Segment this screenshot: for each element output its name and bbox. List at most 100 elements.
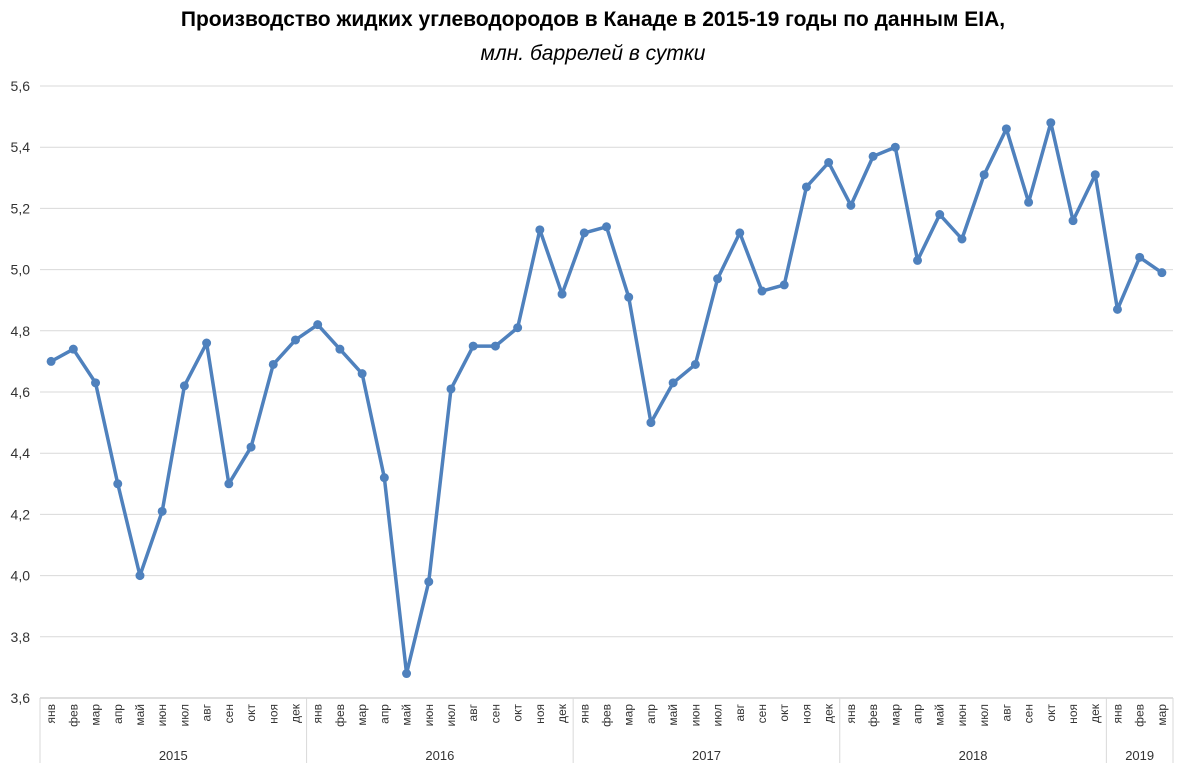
- data-point: [1046, 118, 1056, 128]
- x-tick-label: апр: [644, 704, 658, 724]
- y-tick-label: 4,4: [11, 445, 31, 461]
- x-tick-label: ноя: [1066, 704, 1080, 724]
- data-point: [513, 323, 523, 333]
- y-tick-label: 5,4: [11, 139, 31, 155]
- data-point: [402, 669, 412, 679]
- data-point: [668, 378, 678, 388]
- data-point: [335, 344, 345, 354]
- data-point: [602, 222, 611, 232]
- data-point: [490, 341, 500, 351]
- x-tick-label: сен: [755, 704, 769, 723]
- data-point: [179, 381, 189, 391]
- x-tick-label: ноя: [266, 704, 280, 724]
- x-tick-label: фев: [600, 704, 614, 727]
- data-point: [202, 338, 212, 348]
- data-point: [91, 378, 101, 388]
- data-point: [868, 151, 878, 161]
- x-axis: янв фев мар апр май июн июл авг сен окт ноя дек2015…: [39, 697, 1174, 763]
- year-label: 2015: [159, 748, 188, 763]
- data-point: [890, 142, 900, 152]
- x-tick-label: июн: [955, 704, 969, 726]
- x-tick-label: фев: [333, 704, 347, 727]
- x-tick-label: сен: [222, 704, 236, 723]
- x-tick-label: окт: [511, 704, 525, 722]
- data-point: [313, 320, 323, 330]
- x-tick-label: авг: [999, 703, 1013, 721]
- data-point: [690, 359, 700, 369]
- y-tick-label: 5,6: [11, 78, 31, 94]
- x-tick-label: янв: [577, 704, 591, 724]
- x-tick-label: дек: [555, 703, 569, 723]
- x-tick-label: июл: [177, 704, 191, 726]
- data-point: [935, 210, 945, 220]
- data-point: [535, 225, 545, 235]
- x-tick-label: апр: [111, 704, 125, 724]
- data-point: [224, 479, 234, 489]
- x-tick-label: янв: [44, 704, 58, 724]
- x-tick-label: авг: [733, 703, 747, 721]
- data-point: [290, 335, 300, 345]
- data-point: [579, 228, 589, 238]
- y-tick-label: 4,0: [11, 568, 31, 584]
- data-point: [735, 228, 745, 238]
- y-axis-ticks: 3,6 3,8 4,0 4,2 4,4 4,6 4,8 5,0 5,2 5,4 5,6: [11, 78, 31, 706]
- data-point: [424, 577, 434, 587]
- x-tick-label: авг: [200, 703, 214, 721]
- y-tick-label: 4,8: [11, 323, 31, 339]
- x-tick-label: фев: [66, 704, 80, 727]
- data-point: [1068, 216, 1078, 226]
- year-label: 2018: [959, 748, 988, 763]
- chart-subtitle: млн. баррелей в сутки: [481, 42, 706, 65]
- data-point: [446, 384, 456, 394]
- data-point: [46, 356, 56, 366]
- y-tick-label: 5,2: [11, 200, 31, 216]
- year-label: 2017: [692, 748, 721, 763]
- x-tick-label: авг: [466, 703, 480, 721]
- data-point: [268, 359, 278, 369]
- gridlines: [40, 85, 1173, 699]
- data-point: [157, 506, 167, 516]
- chart-title: Производство жидких углеводородов в Кана…: [181, 8, 1005, 31]
- x-tick-label: окт: [1044, 704, 1058, 722]
- data-point: [801, 182, 811, 192]
- x-tick-label: дек: [822, 703, 836, 723]
- x-tick-label: фев: [866, 704, 880, 727]
- x-tick-label: мар: [1155, 704, 1169, 726]
- x-tick-label: окт: [244, 704, 258, 722]
- x-tick-label: сен: [1022, 704, 1036, 723]
- series-layer: [46, 118, 1167, 679]
- x-tick-label: мар: [355, 704, 369, 726]
- y-tick-label: 3,8: [11, 629, 31, 645]
- data-point: [957, 234, 967, 244]
- x-tick-label: мар: [622, 704, 636, 726]
- x-tick-label: июл: [711, 704, 725, 726]
- x-tick-label: ноя: [799, 704, 813, 724]
- data-point: [246, 442, 256, 452]
- data-point: [713, 274, 723, 284]
- data-point: [913, 255, 923, 265]
- data-point: [1024, 197, 1034, 207]
- x-tick-label: мар: [888, 704, 902, 726]
- data-point: [779, 280, 789, 290]
- series-line: [49, 120, 1164, 676]
- data-point: [1157, 268, 1167, 278]
- data-point: [1001, 124, 1011, 134]
- x-tick-label: дек: [288, 703, 302, 723]
- data-point: [557, 289, 567, 299]
- x-tick-label: май: [933, 704, 947, 726]
- x-tick-label: май: [133, 704, 147, 726]
- x-tick-label: апр: [911, 704, 925, 724]
- x-tick-label: окт: [777, 704, 791, 722]
- y-tick-label: 4,2: [11, 506, 31, 522]
- x-tick-label: июл: [977, 704, 991, 726]
- y-tick-label: 4,6: [11, 384, 31, 400]
- x-tick-label: ноя: [533, 704, 547, 724]
- x-tick-label: мар: [89, 704, 103, 726]
- x-tick-label: июн: [155, 704, 169, 726]
- x-tick-label: дек: [1088, 703, 1102, 723]
- x-tick-label: янв: [1110, 704, 1124, 724]
- data-point: [646, 418, 656, 428]
- data-point: [68, 344, 78, 354]
- data-point: [757, 286, 767, 296]
